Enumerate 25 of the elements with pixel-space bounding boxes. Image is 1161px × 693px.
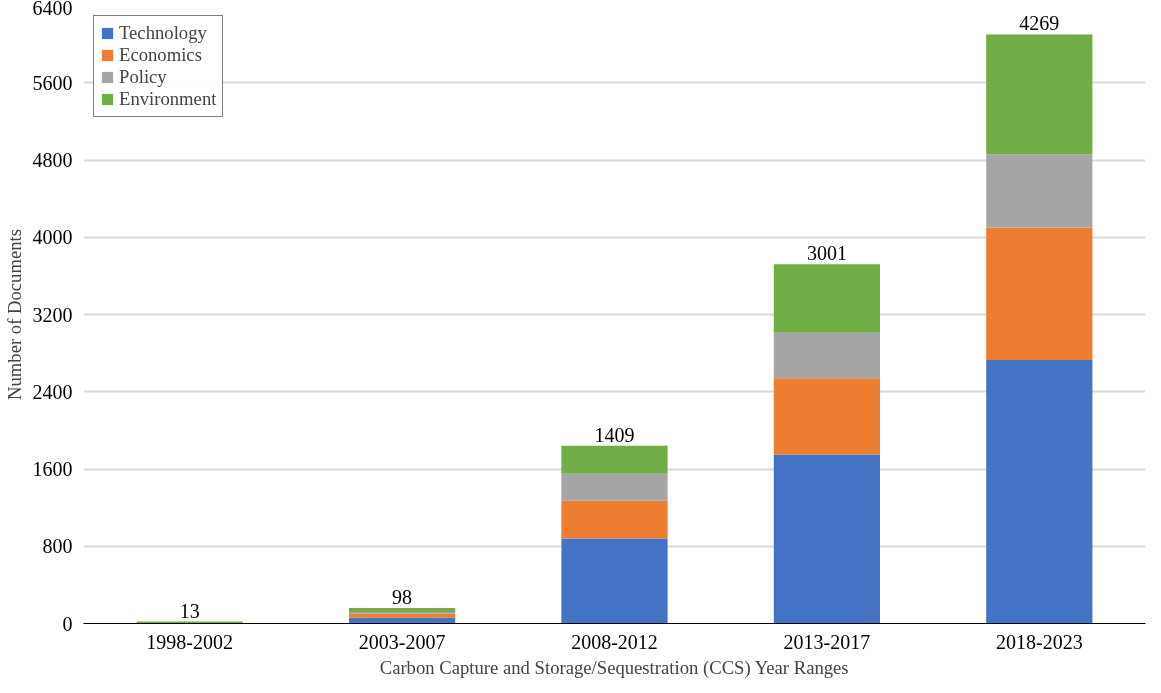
y-tick-label: 800 — [42, 535, 73, 558]
y-tick-label: 0 — [62, 612, 73, 635]
annotation: 98 — [392, 586, 413, 609]
y-tick-label: 6400 — [32, 0, 73, 19]
x-tick-label: 2013-2017 — [783, 630, 871, 653]
legend-label: Economics — [119, 44, 202, 66]
y-tick-label: 5600 — [32, 71, 73, 94]
annotation: 1409 — [594, 423, 635, 446]
x-tick-label: 2003-2007 — [358, 630, 446, 653]
annotation: 3001 — [806, 242, 847, 265]
annotation: 13 — [179, 599, 200, 622]
x-tick-label: 1998-2002 — [146, 630, 234, 653]
y-tick-label: 4800 — [32, 149, 73, 171]
legend-label: Technology — [119, 22, 207, 44]
x-tick-label: 2008-2012 — [571, 630, 658, 653]
legend-label: Policy — [119, 66, 167, 88]
y-tick-label: 1600 — [32, 458, 73, 480]
x-tick-label: 2018-2023 — [995, 630, 1083, 653]
y-tick-label: 4000 — [32, 226, 73, 249]
legend-label: Environment — [119, 88, 217, 110]
y-axis-title: Number of Documents — [3, 229, 25, 400]
x-axis-title: Carbon Capture and Storage/Sequestration (CCS) Year Ranges — [379, 656, 849, 679]
y-tick-label: 3200 — [32, 303, 73, 326]
annotation: 4269 — [1019, 12, 1060, 35]
y-tick-label: 2400 — [32, 380, 73, 403]
